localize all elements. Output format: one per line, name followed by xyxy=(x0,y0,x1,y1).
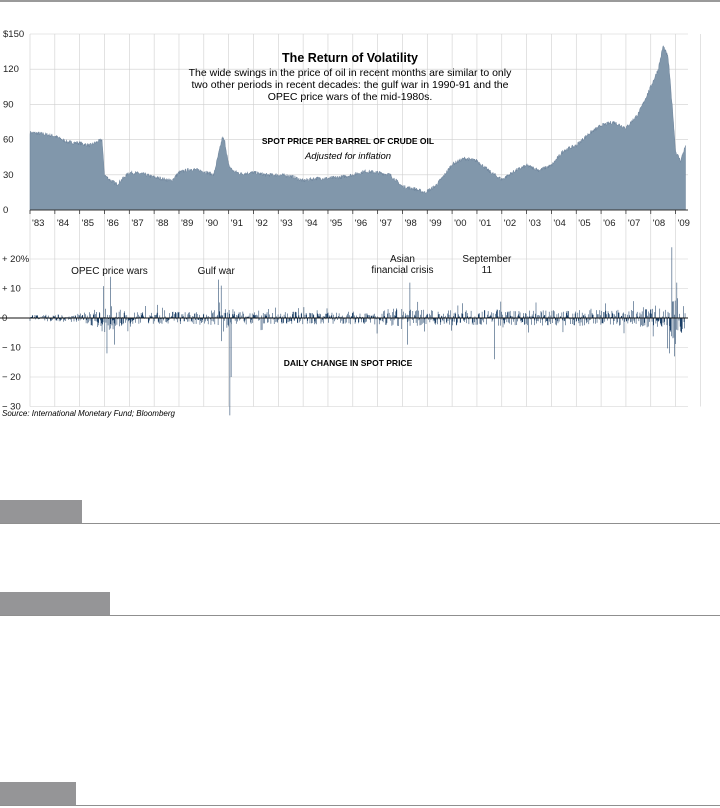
section-header-1 xyxy=(0,500,720,524)
change-tick-label: + 20% xyxy=(2,254,30,265)
daily-change-label: DAILY CHANGE IN SPOT PRICE xyxy=(284,358,413,368)
year-tick-label: '04 xyxy=(553,218,565,229)
chart-subtitle-line: OPEC price wars of the mid-1980s. xyxy=(268,91,433,103)
year-tick-label: '06 xyxy=(603,218,615,229)
price-tick-label: 0 xyxy=(3,205,8,216)
price-tick-label: 60 xyxy=(3,135,14,146)
year-tick-label: '01 xyxy=(479,218,491,229)
event-annotation-line: Gulf war xyxy=(198,266,236,277)
year-tick-label: '84 xyxy=(57,218,69,229)
section-header-3 xyxy=(0,782,720,806)
chart-subtitle-line: two other periods in recent decades: the… xyxy=(192,79,509,91)
change-tick-label: 0 xyxy=(2,313,7,324)
event-annotation: Gulf war xyxy=(198,266,236,277)
top-rule xyxy=(0,0,720,2)
change-tick-label: − 30 xyxy=(2,402,21,413)
year-tick-label: '86 xyxy=(106,218,118,229)
year-tick-label: '09 xyxy=(678,218,690,229)
year-tick-label: '05 xyxy=(578,218,590,229)
change-tick-label: − 20 xyxy=(2,372,21,383)
chart-subtitle-line: The wide swings in the price of oil in r… xyxy=(189,67,512,79)
year-tick-label: '95 xyxy=(330,218,342,229)
daily-change-ticks xyxy=(29,247,686,416)
year-tick-label: '08 xyxy=(653,218,665,229)
price-tick-label: $150 xyxy=(3,29,24,40)
year-tick-label: '99 xyxy=(429,218,441,229)
chart-title: The Return of Volatility xyxy=(282,51,418,65)
event-annotation-line: 11 xyxy=(482,265,493,276)
change-y-gridlines xyxy=(30,258,688,407)
year-tick-label: '85 xyxy=(82,218,94,229)
section-rule xyxy=(0,805,720,806)
year-tick-label: '83 xyxy=(32,218,44,229)
year-tick-label: '89 xyxy=(181,218,193,229)
year-tick-label: '90 xyxy=(206,218,218,229)
section-tab xyxy=(0,592,110,616)
section-tab xyxy=(0,500,82,524)
daily-change-panel: + 20% + 10 0 − 10 − 20 − 30 OPEC price wars Gu… xyxy=(0,247,688,416)
year-tick-label: '96 xyxy=(355,218,367,229)
source-note: Source: International Monetary Fund; Blo… xyxy=(2,409,176,418)
section-tab xyxy=(0,782,76,806)
change-y-tick-labels: + 20% + 10 0 − 10 − 20 − 30 xyxy=(2,254,30,413)
price-y-tick-labels: 0 30 60 90 120 $150 xyxy=(3,29,24,216)
event-annotation-line: OPEC price wars xyxy=(71,266,148,277)
change-tick-label: − 10 xyxy=(2,343,21,354)
year-tick-label: '92 xyxy=(255,218,267,229)
section-rule xyxy=(0,615,720,616)
spot-price-area xyxy=(29,45,686,211)
section-header-2 xyxy=(0,592,720,616)
year-tick-label: '93 xyxy=(280,218,292,229)
section-rule xyxy=(0,523,720,524)
spot-price-label: SPOT PRICE PER BARREL OF CRUDE OIL xyxy=(262,136,434,146)
year-tick-label: '88 xyxy=(156,218,168,229)
year-tick-label: '94 xyxy=(305,218,317,229)
price-tick-label: 90 xyxy=(3,99,14,110)
year-tick-label: '07 xyxy=(628,218,640,229)
daily-change-bars xyxy=(29,247,686,416)
year-tick-label: '91 xyxy=(231,218,243,229)
year-tick-label: '03 xyxy=(529,218,541,229)
year-tick-label: '00 xyxy=(454,218,466,229)
event-annotations: OPEC price wars Gulf war Asian financial cr… xyxy=(71,254,512,277)
event-annotation-line: September xyxy=(462,254,512,265)
price-tick-label: 30 xyxy=(3,170,14,181)
year-tick-labels: '83 '84 '85 '86 '87 '88 '89 '90 '91 '92 '93 '94 '95 '… xyxy=(29,210,690,229)
year-tick-label: '02 xyxy=(504,218,516,229)
event-annotation: Asian financial crisis xyxy=(371,254,433,276)
year-tick-label: '97 xyxy=(380,218,392,229)
year-tick-label: '98 xyxy=(404,218,416,229)
spot-price-sublabel: Adjusted for inflation xyxy=(304,151,391,162)
event-annotation: September 11 xyxy=(462,254,512,276)
price-tick-label: 120 xyxy=(3,64,19,75)
event-annotation: OPEC price wars xyxy=(71,266,148,277)
event-annotation-line: financial crisis xyxy=(371,265,433,276)
vertical-gridlines xyxy=(29,34,701,407)
event-annotation-line: Asian xyxy=(390,254,415,265)
year-tick-label: '87 xyxy=(131,218,143,229)
change-tick-label: + 10 xyxy=(2,284,21,295)
